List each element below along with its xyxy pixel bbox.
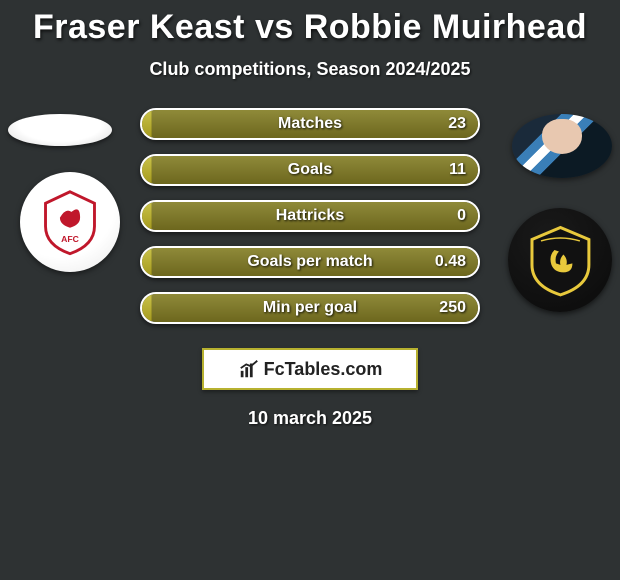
- player2-name: Robbie Muirhead: [304, 8, 587, 46]
- stat-label: Hattricks: [142, 202, 478, 230]
- page-title: Fraser Keast vs Robbie Muirhead: [0, 8, 620, 47]
- player2-avatar: [512, 114, 612, 178]
- stat-bar-goals: Goals 11: [140, 154, 480, 186]
- stat-label: Matches: [142, 110, 478, 138]
- livingston-crest-icon: [523, 223, 598, 298]
- vs-text: vs: [255, 8, 294, 46]
- subtitle: Club competitions, Season 2024/2025: [0, 59, 620, 80]
- stat-bar-min-per-goal: Min per goal 250: [140, 292, 480, 324]
- stat-bar-matches: Matches 23: [140, 108, 480, 140]
- brand-text: FcTables.com: [264, 359, 383, 380]
- player1-avatar: [8, 114, 112, 146]
- svg-text:AFC: AFC: [61, 234, 79, 244]
- comparison-card: Fraser Keast vs Robbie Muirhead Club com…: [0, 0, 620, 429]
- stat-right-value: 0.48: [435, 248, 466, 276]
- brand-box[interactable]: FcTables.com: [202, 348, 418, 390]
- stat-right-value: 11: [449, 156, 466, 184]
- stats-stage: AFC Matches 23 Goals: [0, 108, 620, 429]
- chart-icon: [238, 358, 260, 380]
- airdrie-crest-icon: AFC: [34, 186, 106, 258]
- stat-label: Min per goal: [142, 294, 478, 322]
- player2-club-badge: [508, 208, 612, 312]
- player1-name: Fraser Keast: [33, 8, 245, 46]
- stat-right-value: 23: [448, 110, 466, 138]
- date-text: 10 march 2025: [0, 408, 620, 429]
- stat-bars: Matches 23 Goals 11 Hattricks 0: [140, 108, 480, 324]
- stat-label: Goals per match: [142, 248, 478, 276]
- player1-club-badge: AFC: [20, 172, 120, 272]
- stat-right-value: 250: [439, 294, 466, 322]
- stat-right-value: 0: [457, 202, 466, 230]
- stat-bar-hattricks: Hattricks 0: [140, 200, 480, 232]
- stat-bar-goals-per-match: Goals per match 0.48: [140, 246, 480, 278]
- stat-label: Goals: [142, 156, 478, 184]
